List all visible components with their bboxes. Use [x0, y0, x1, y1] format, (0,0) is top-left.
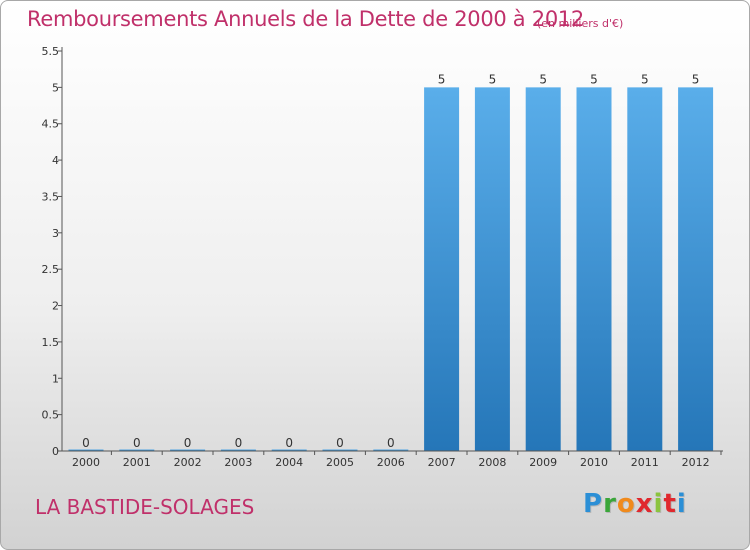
data-label-2003: 0 [235, 436, 243, 450]
bar-2001 [119, 449, 155, 451]
data-label-2005: 0 [336, 436, 344, 450]
data-label-2009: 5 [539, 72, 547, 86]
data-label-2011: 5 [641, 72, 649, 86]
bar-2008 [474, 87, 510, 451]
commune-name: LA BASTIDE-SOLAGES [35, 495, 255, 519]
x-tick-label: 2000 [72, 456, 100, 469]
chart-subtitle: (en milliers d'€) [537, 17, 624, 30]
x-tick-label: 2005 [326, 456, 354, 469]
y-tick-label: 1 [52, 372, 59, 385]
proxiti-logo[interactable]: Proxiti [583, 489, 687, 519]
x-tick-label: 2003 [224, 456, 252, 469]
logo-letter: P [583, 489, 604, 519]
y-tick-label: 5.5 [42, 45, 60, 58]
x-tick-label: 2009 [529, 456, 557, 469]
bar-2002 [170, 449, 206, 451]
logo-letter: o [616, 489, 636, 519]
x-tick-label: 2002 [174, 456, 202, 469]
y-tick-label: 5 [52, 81, 59, 94]
x-tick-label: 2006 [377, 456, 405, 469]
y-tick-label: 4.5 [42, 118, 60, 131]
bar-2003 [220, 449, 256, 451]
y-tick-label: 3 [52, 227, 59, 240]
data-label-2007: 5 [438, 72, 446, 86]
bar-2010 [576, 87, 612, 451]
data-label-2000: 0 [82, 436, 90, 450]
logo-letter: x [635, 489, 654, 519]
y-tick-label: 4 [52, 154, 59, 167]
y-tick-label: 2 [52, 300, 59, 313]
data-label-2008: 5 [489, 72, 497, 86]
x-tick-label: 2004 [275, 456, 303, 469]
y-tick-label: 2.5 [42, 263, 60, 276]
logo-letter: i [653, 489, 664, 519]
x-tick-label: 2001 [123, 456, 151, 469]
x-tick-label: 2011 [631, 456, 659, 469]
bar-2011 [627, 87, 663, 451]
data-label-2002: 0 [184, 436, 192, 450]
data-label-2006: 0 [387, 436, 395, 450]
x-tick-label: 2008 [478, 456, 506, 469]
bar-2000 [68, 449, 104, 451]
bar-2005 [322, 449, 358, 451]
logo-letter: i [676, 489, 687, 519]
x-tick-label: 2007 [428, 456, 456, 469]
x-tick-label: 2010 [580, 456, 608, 469]
logo-letter: r [603, 489, 617, 519]
y-tick-label: 1.5 [42, 336, 60, 349]
bar-2009 [525, 87, 561, 451]
data-label-2001: 0 [133, 436, 141, 450]
y-tick-label: 0.5 [42, 409, 60, 422]
data-label-2004: 0 [285, 436, 293, 450]
bar-2004 [271, 449, 307, 451]
bar-2007 [424, 87, 460, 451]
data-label-2012: 5 [692, 72, 700, 86]
y-tick-label: 3.5 [42, 190, 60, 203]
logo-letter: t [663, 489, 677, 519]
chart-title: Remboursements Annuels de la Dette de 20… [27, 7, 584, 31]
data-label-2010: 5 [590, 72, 598, 86]
bar-2006 [373, 449, 409, 451]
x-tick-label: 2012 [682, 456, 710, 469]
bar-2012 [678, 87, 714, 451]
y-tick-label: 0 [52, 445, 59, 458]
